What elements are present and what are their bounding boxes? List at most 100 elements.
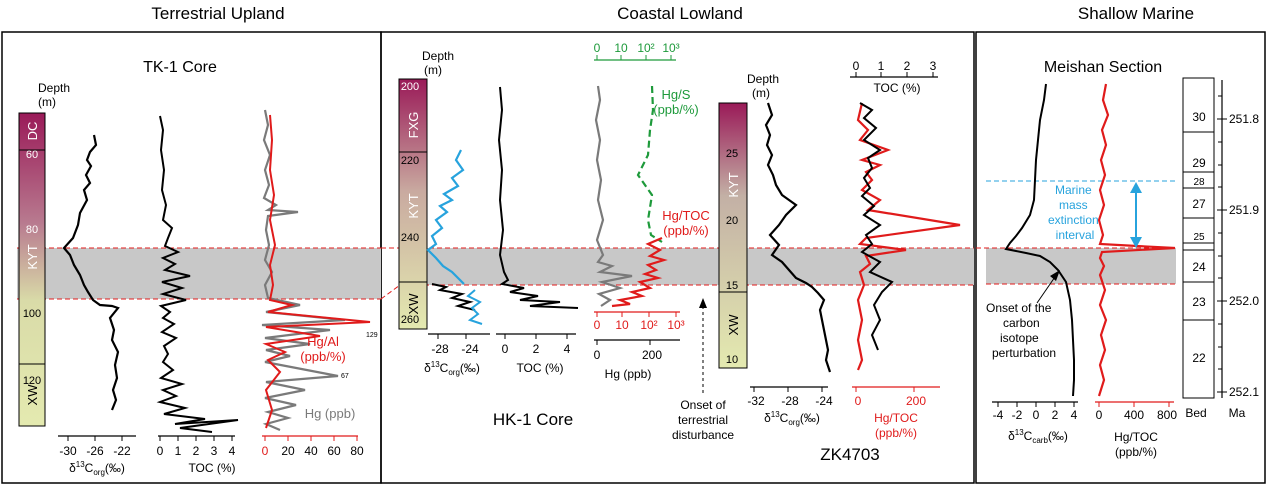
tk1-hg-tick-label: 0 (262, 444, 269, 458)
shade-band-meishan (986, 248, 1176, 284)
meishan-age-tick-label: 251.9 (1229, 203, 1259, 217)
tk1-depth-tick: 80 (26, 224, 38, 236)
zk-unit-label: XW (726, 314, 741, 336)
onset-label: Onset of terrestrial disturbance (672, 398, 734, 442)
onset-carbon-label-line: isotope (1000, 331, 1039, 345)
tk1-depth-tick: 60 (26, 149, 38, 161)
hk1-d13c-axis-label: δ13Corg(‰) (424, 360, 480, 377)
meishan-age-tick-label: 251.8 (1229, 112, 1259, 126)
zk-unit-label: KYT (726, 172, 741, 197)
hk1-hg-tick-label: 0 (594, 348, 601, 362)
hk1-unit-label: XW (406, 293, 421, 315)
meishan-age-axis-label: Ma (1229, 406, 1246, 420)
tk1-d13c-axis-label: δ13Corg(‰) (69, 460, 125, 477)
zk-hg-toc-series (856, 102, 961, 371)
hk1-d13c-series (426, 149, 465, 285)
zk-d13c-tick-label: -28 (781, 394, 799, 408)
hk1-unit-label: KYT (406, 193, 421, 218)
zk-hg-toc-axis-unit: (ppb/%) (875, 426, 917, 440)
zk-depth-tick: 20 (726, 215, 738, 227)
meishan-hg-toc-series (1097, 83, 1176, 397)
zk-d13c-ticks (753, 387, 823, 392)
hk1-toc-ticks (504, 334, 568, 339)
zk-d13c-tick-label: -32 (747, 394, 765, 408)
onset-carbon-label: Onset of the carbon isotope perturbation (986, 301, 1056, 360)
hk1-hg-s-unit: (ppb/%) (653, 102, 699, 117)
tk1-toc-axis-label: TOC (%) (188, 461, 235, 475)
onset-carbon-label-line: Onset of the (986, 301, 1052, 315)
meishan-d13c-tick-label: -2 (1012, 408, 1023, 422)
zk-hg-toc-tick-label: 200 (906, 394, 926, 408)
tk1-hg-tick-label: 60 (327, 444, 341, 458)
extinction-label-line: extinction (1048, 213, 1099, 227)
hk1-toc-tick-label: 0 (502, 342, 509, 356)
hk1-hg-toc-unit: (ppb/%) (663, 223, 709, 238)
hk1-red-tick-label: 0 (594, 318, 601, 332)
hk1-depth-unit: (m) (424, 63, 442, 77)
zk-hg-toc-tick-label: 0 (855, 394, 862, 408)
hk1-hg-axis-label: Hg (ppb) (605, 367, 652, 381)
tk1-depth-tick: 100 (23, 308, 41, 320)
meishan-d13c-ticks (997, 402, 1075, 407)
tk1-depth-label: Depth (38, 81, 70, 95)
meishan-hg-toc-axis-label: Hg/TOC (1114, 430, 1158, 444)
meishan-bed-label: 28 (1193, 177, 1205, 188)
hk1-unit-label: FXG (406, 112, 421, 139)
tk1-title: TK-1 Core (143, 59, 217, 76)
meishan-hg-toc-axis-unit: (ppb/%) (1115, 445, 1157, 459)
hk1-d13c-tick-label: -28 (431, 342, 449, 356)
hk1-hg-s-label: Hg/S (662, 87, 691, 102)
hk1-top-tick-label: 10 (614, 41, 628, 55)
hk1-title: HK-1 Core (493, 410, 573, 429)
hk1-toc-tick-label: 4 (564, 342, 571, 356)
meishan-hg-toc-ticks (1098, 402, 1170, 407)
meishan-d13c-tick-label: 2 (1052, 408, 1059, 422)
tk1-hg-tick-label: 80 (350, 444, 364, 458)
zk-d13c-tick-label: -24 (815, 394, 833, 408)
hk1-top-tick-label: 0 (594, 41, 601, 55)
tk1-hg-al-label: Hg/Al (307, 334, 339, 349)
zk-strat-column (718, 102, 748, 369)
hk1-toc-axis-label: TOC (%) (516, 361, 563, 375)
tk1-d13c-series (62, 134, 120, 411)
hk1-red-ticks (596, 312, 677, 317)
tk1-hg-ticks (264, 436, 358, 441)
meishan-age-tick-label: 252.0 (1229, 294, 1259, 308)
meishan-d13c-series (1004, 83, 1075, 397)
extinction-label-line: Marine (1055, 183, 1092, 197)
zk-toc-tick-label: 2 (904, 59, 911, 73)
meishan-bed-dividers (1183, 131, 1214, 321)
zk-toc-tick-label: 0 (853, 59, 860, 73)
hk1-depth-tick: 240 (401, 232, 419, 244)
meishan-d13c-axis-label: δ13Ccarb(‰) (1008, 428, 1068, 445)
hk1-hg-s-series (636, 85, 663, 243)
meishan-hg-toc-tick-label: 0 (1096, 408, 1103, 422)
header-terrestrial-upland: Terrestrial Upland (151, 4, 284, 23)
onset-label-line: disturbance (672, 428, 734, 442)
tk1-d13c-tick-label: -22 (113, 444, 131, 458)
meishan-hg-toc-tick-label: 400 (1124, 408, 1144, 422)
hk1-d13c-ticks (437, 334, 467, 339)
onset-carbon-label-line: perturbation (992, 346, 1056, 360)
tk1-strat-column (18, 112, 46, 427)
hk1-strat-column (398, 78, 428, 330)
tk1-hg-tick-label: 20 (281, 444, 295, 458)
zk-d13c-series (764, 102, 832, 373)
hk1-depth-label: Depth (422, 49, 454, 63)
hk1-top-tick-label: 10² (637, 41, 654, 55)
zk-hg-toc-axis-label: Hg/TOC (874, 411, 918, 425)
hk1-hg-tick-label: 200 (642, 348, 662, 362)
hk1-red-tick-label: 10² (640, 318, 657, 332)
extinction-label: Marine mass extinction interval (1048, 183, 1102, 242)
extinction-arrow-head-up (1130, 182, 1142, 193)
tk1-unit-label: XW (25, 384, 40, 406)
hk1-d13c-series-lower (431, 283, 476, 311)
tk1-hg-tick-label: 40 (304, 444, 318, 458)
extinction-label-line: mass (1059, 198, 1088, 212)
meishan-bed-column (1182, 77, 1215, 399)
meishan-bed-axis-label: Bed (1185, 406, 1206, 420)
meishan-title: Meishan Section (1044, 59, 1162, 76)
hk1-depth-tick: 200 (401, 81, 419, 93)
zk-depth-tick: 15 (726, 280, 738, 292)
